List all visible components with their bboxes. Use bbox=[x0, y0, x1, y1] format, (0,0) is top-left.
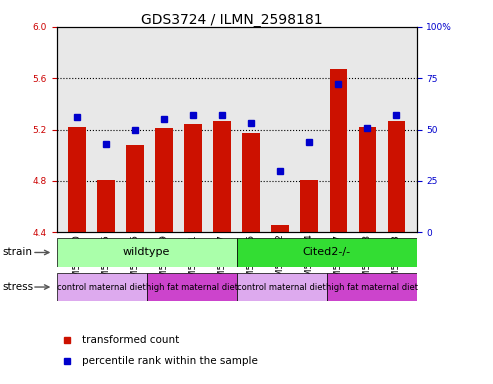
Text: stress: stress bbox=[2, 282, 34, 292]
Text: wildtype: wildtype bbox=[123, 247, 171, 258]
Bar bbox=[213, 121, 231, 232]
Text: transformed count: transformed count bbox=[82, 335, 179, 345]
Bar bbox=[387, 121, 405, 232]
Text: Cited2-/-: Cited2-/- bbox=[303, 247, 351, 258]
Bar bbox=[147, 273, 237, 301]
Bar bbox=[237, 238, 417, 267]
Bar bbox=[57, 238, 237, 267]
Bar bbox=[126, 145, 144, 232]
Bar bbox=[301, 180, 318, 232]
Bar bbox=[97, 180, 115, 232]
Bar bbox=[184, 124, 202, 232]
Bar bbox=[155, 128, 173, 232]
Text: strain: strain bbox=[2, 247, 33, 258]
Bar bbox=[326, 273, 417, 301]
Bar bbox=[69, 127, 86, 232]
Bar bbox=[272, 225, 289, 232]
Bar bbox=[358, 127, 376, 232]
Bar bbox=[57, 273, 147, 301]
Bar bbox=[243, 134, 260, 232]
Text: control maternal diet: control maternal diet bbox=[57, 283, 146, 291]
Text: percentile rank within the sample: percentile rank within the sample bbox=[82, 356, 258, 366]
Text: high fat maternal diet: high fat maternal diet bbox=[145, 283, 238, 291]
Text: GDS3724 / ILMN_2598181: GDS3724 / ILMN_2598181 bbox=[141, 13, 322, 27]
Bar bbox=[237, 273, 326, 301]
Text: high fat maternal diet: high fat maternal diet bbox=[325, 283, 418, 291]
Bar bbox=[329, 69, 347, 232]
Text: control maternal diet: control maternal diet bbox=[237, 283, 326, 291]
